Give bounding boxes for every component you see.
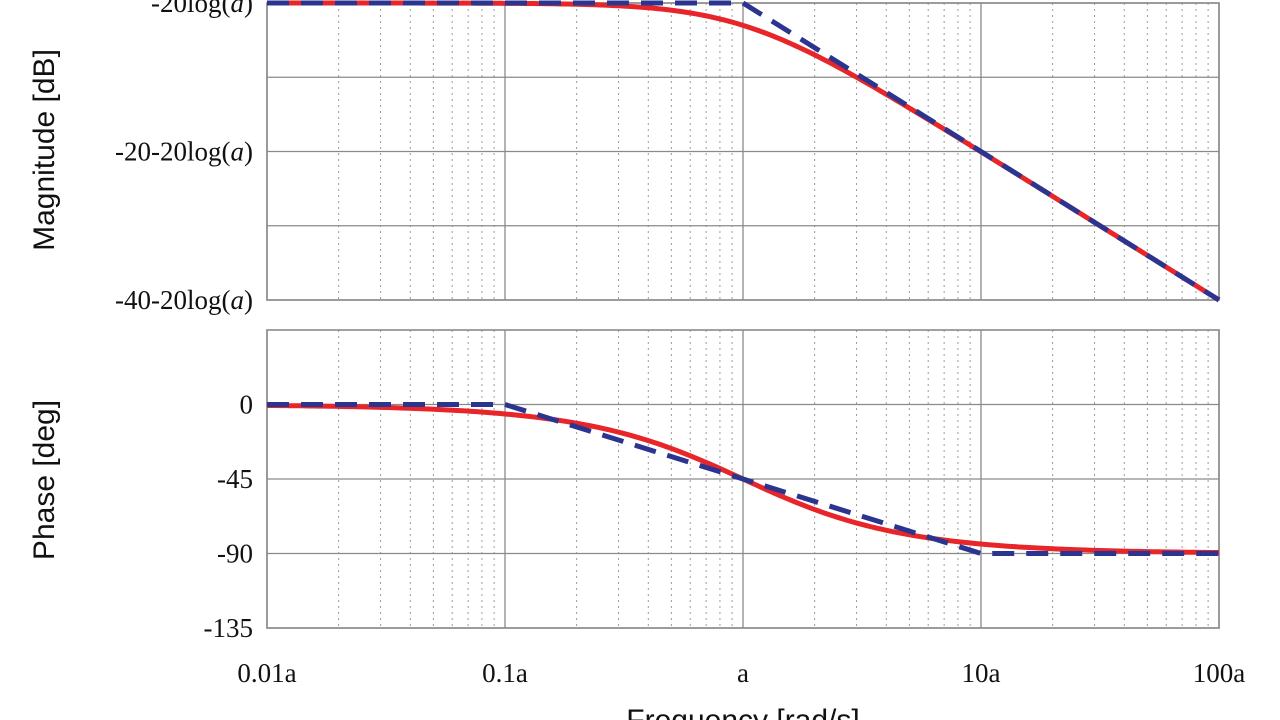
phase-asymptote-curve [267,402,1219,556]
magnitude-asymptote-curve [267,0,1221,303]
y-tick-label-prefix: -20-20log( [115,137,230,167]
magnitude-panel: -20log(a)-20-20log(a)-40-20log(a) [115,0,1221,315]
y-tick-label-prefix: -40-20log( [115,285,230,315]
y-tick-label-variable: a [231,285,245,315]
x-tick-label: 0.01a [237,658,296,688]
phase-y-tick-label: -135 [204,613,254,643]
magnitude-y-tick-label: -40-20log(a) [115,285,253,315]
magnitude-y-tick-label: -20log(a) [151,0,253,18]
x-tick-label: 0.1a [482,658,528,688]
x-axis-label: Frequency [rad/s] [626,704,859,720]
y-tick-label-suffix: ) [244,285,253,315]
phase-y-tick-label: 0 [240,390,254,420]
y-tick-label-variable: a [231,0,245,18]
x-tick-label: a [737,658,749,688]
y-tick-label-prefix: -20log( [151,0,230,18]
y-tick-label-suffix: ) [244,137,253,167]
magnitude-y-tick-label: -20-20log(a) [115,137,253,167]
phase-frame [266,329,1220,629]
y-tick-label-suffix: ) [244,0,253,18]
y-tick-label-variable: a [231,137,245,167]
phase-y-tick-label: -90 [217,539,253,569]
x-tick-labels: 0.01a 0.1a a 10a 100a [237,658,1245,688]
phase-axis-label: Phase [deg] [28,400,61,560]
phase-panel: 0 -45 -90 -135 [204,329,1220,643]
phase-y-tick-label: -45 [217,464,253,494]
magnitude-axis-label: Magnitude [dB] [28,49,61,251]
x-tick-label: 100a [1193,658,1246,688]
x-tick-label: 10a [962,658,1001,688]
